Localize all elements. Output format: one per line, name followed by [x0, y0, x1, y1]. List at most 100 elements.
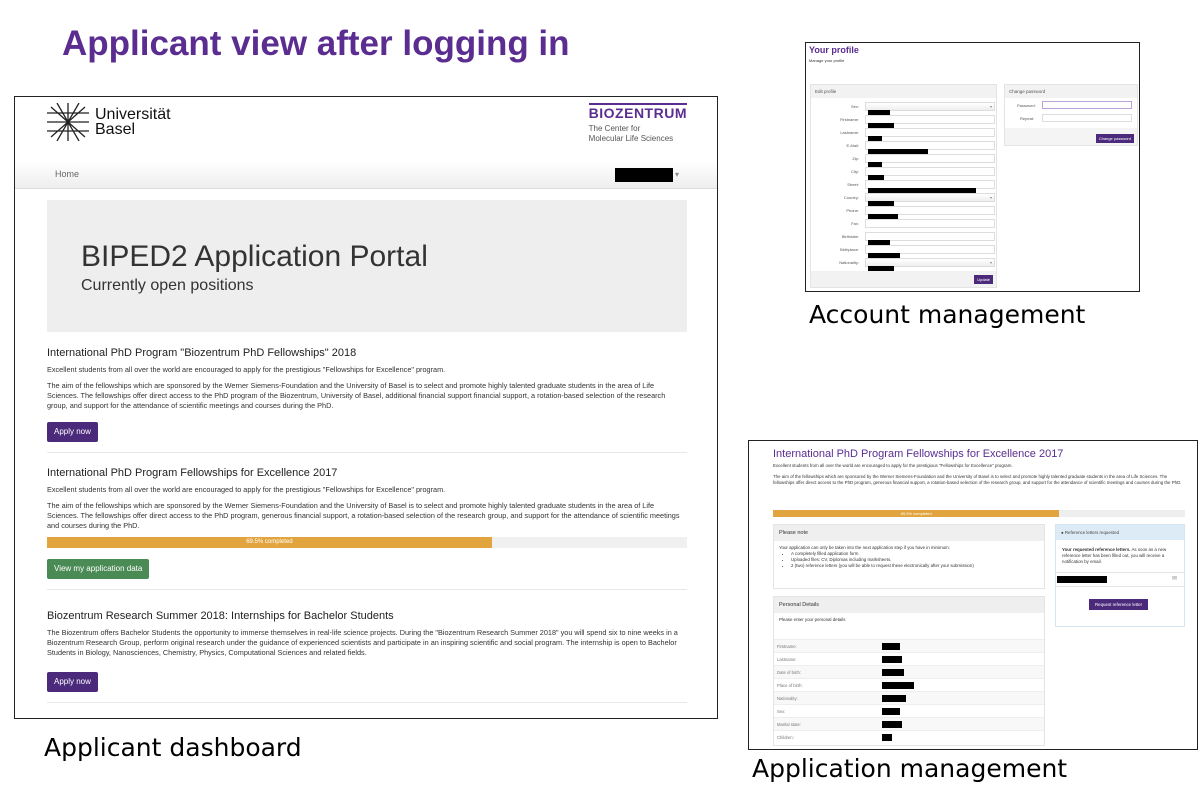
panel-heading: Reference letters requested — [1064, 530, 1120, 535]
field-label: Street: — [847, 182, 859, 187]
apply-now-button[interactable]: Apply now — [47, 672, 98, 692]
personal-detail-row: Sex: — [774, 704, 1044, 717]
detail-label: Firstname: — [777, 643, 797, 649]
slide-title: Applicant view after logging in — [62, 24, 570, 63]
panel-heading: Personal Details — [774, 597, 1044, 613]
profile-input[interactable] — [865, 167, 995, 181]
panel-heading: Edit profile — [811, 85, 996, 98]
application-title: International PhD Program Fellowships fo… — [773, 448, 1064, 460]
position-text: Excellent students from all over the wor… — [47, 485, 446, 494]
caption-dashboard: Applicant dashboard — [44, 733, 302, 762]
info-icon: ● — [1061, 530, 1064, 535]
field-label: Fax: — [851, 221, 859, 226]
redacted-value — [882, 668, 904, 676]
personal-detail-row: Children: — [774, 730, 1044, 743]
field-label: Phone: — [846, 208, 859, 213]
profile-title: Your profile — [809, 45, 859, 55]
redacted-value — [868, 136, 882, 142]
position-text: Excellent students from all over the wor… — [47, 365, 446, 374]
detail-label: Place of birth: — [777, 682, 803, 688]
applicant-dashboard-screenshot: Universität Basel BIOZENTRUM The Center f… — [14, 96, 718, 719]
redacted-value — [868, 240, 890, 246]
profile-input[interactable] — [865, 115, 995, 129]
ref-text: As soon as a new reference letter has be… — [1062, 547, 1167, 564]
user-menu[interactable]: ▾ — [614, 168, 679, 182]
apply-now-button[interactable]: Apply now — [47, 422, 98, 442]
redacted-value — [882, 720, 902, 728]
profile-field-row: Nationality: ▾ — [811, 258, 998, 272]
application-progress-bar: 69.5% completed — [47, 537, 687, 548]
field-label: E-Mail: — [846, 143, 859, 148]
change-password-button[interactable]: Change password — [1095, 134, 1134, 143]
detail-label: Marital state: — [777, 721, 801, 727]
profile-input[interactable] — [865, 206, 995, 220]
field-label: Birthplace: — [840, 247, 859, 252]
redacted-value — [868, 253, 900, 259]
profile-select[interactable]: ▾ — [865, 102, 995, 116]
personal-detail-row: Place of birth: — [774, 678, 1044, 691]
progress-fill: 69.5% completed — [47, 537, 492, 548]
profile-input[interactable] — [865, 245, 995, 259]
view-application-data-button[interactable]: View my application data — [47, 559, 150, 579]
application-management-screenshot: International PhD Program Fellowships fo… — [748, 440, 1198, 750]
panel-heading: Change password — [1005, 85, 1137, 98]
panel-heading: Please note — [774, 525, 1044, 541]
detail-label: Sex: — [777, 708, 786, 714]
profile-input[interactable] — [865, 154, 995, 168]
position-item: Biozentrum Research Summer 2018: Interns… — [47, 611, 687, 703]
password-label: Password: — [1017, 103, 1036, 108]
reference-letters-panel: ● Reference letters requested Your reque… — [1055, 524, 1185, 627]
please-note-panel: Please note Your application can only be… — [773, 524, 1045, 589]
profile-field-row: Firstname: — [811, 115, 998, 129]
biozentrum-logo: BIOZENTRUM The Center for Molecular Life… — [588, 103, 687, 144]
position-text: The aim of the fellowships which are spo… — [47, 501, 680, 530]
redacted-value — [882, 681, 914, 689]
profile-input[interactable] — [865, 180, 995, 194]
password-input[interactable] — [1042, 101, 1132, 109]
account-management-screenshot: Your profile Manage your profile Edit pr… — [805, 42, 1140, 292]
nav-home-link[interactable]: Home — [55, 169, 80, 179]
position-text: The Biozentrum offers Bachelor Students … — [47, 628, 678, 657]
profile-field-row: Birthplace: — [811, 245, 998, 259]
profile-field-row: Sex: ▾ — [811, 102, 998, 116]
detail-label: Nationality: — [777, 695, 798, 701]
personal-detail-row: Date of birth: — [774, 665, 1044, 678]
caption-account: Account management — [809, 300, 1086, 329]
chevron-down-icon: ▾ — [989, 104, 992, 109]
edit-profile-panel: Edit profile Sex: ▾ Firstname: Lastname: E-M… — [810, 84, 997, 288]
profile-input[interactable] — [865, 128, 995, 142]
profile-input[interactable] — [865, 232, 995, 246]
update-button[interactable]: Update — [974, 275, 993, 284]
profile-select[interactable]: ▾ — [865, 193, 995, 207]
note-text: Your application can only be taken into … — [779, 545, 950, 550]
profile-field-row: Fax: — [811, 219, 998, 229]
profile-input[interactable] — [865, 141, 995, 155]
envelope-icon[interactable]: ✉ — [1171, 576, 1177, 582]
redacted-value — [882, 642, 900, 650]
request-reference-letter-button[interactable]: Request reference letter — [1089, 599, 1149, 610]
repeat-label: Repeat: — [1020, 116, 1035, 121]
redacted-value — [882, 707, 900, 715]
profile-field-row: Phone: — [811, 206, 998, 220]
chevron-down-icon: ▾ — [989, 260, 992, 265]
position-title: Biozentrum Research Summer 2018: Interns… — [47, 610, 394, 622]
profile-input[interactable] — [865, 219, 995, 228]
position-item: International PhD Program "Biozentrum Ph… — [47, 348, 687, 453]
field-label: Sex: — [850, 104, 859, 109]
position-text: The aim of the fellowships which are spo… — [47, 381, 666, 410]
note-item: A completely filled application form — [791, 551, 1039, 557]
jumbotron: BIPED2 Application Portal Currently open… — [47, 200, 687, 332]
redacted-value — [868, 201, 894, 207]
navbar: Home ▾ — [15, 161, 717, 189]
redacted-username — [614, 168, 673, 182]
redacted-value — [882, 655, 902, 663]
chevron-down-icon: ▾ — [674, 170, 679, 180]
profile-select[interactable]: ▾ — [865, 258, 995, 272]
repeat-password-input[interactable] — [1042, 114, 1132, 122]
note-item: 2 (two) reference letters (you will be a… — [791, 563, 1039, 569]
field-label: Zip: — [852, 156, 859, 161]
field-label: City: — [851, 169, 859, 174]
portal-title: BIPED2 Application Portal — [81, 240, 428, 273]
field-label: Firstname: — [840, 117, 859, 122]
logo-name: BIOZENTRUM — [588, 103, 687, 121]
